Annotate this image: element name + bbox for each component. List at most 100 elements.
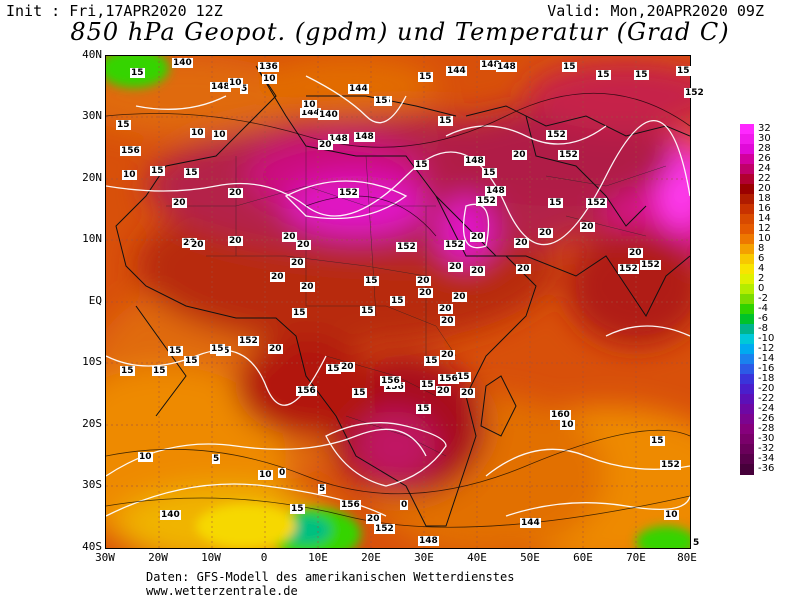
contour-label: 20 [300,282,315,292]
contour-label: 20 [628,248,643,258]
contour-label: 15 [292,308,307,318]
contour-label: 15 [150,166,165,176]
contour-label: 152 [374,524,395,534]
contour-label: 15 [364,276,379,286]
contour-label: 20 [268,344,283,354]
map-field-svg [106,56,690,548]
contour-label: 15 [420,380,435,390]
colorbar-label: 10 [758,233,771,244]
contour-label: 144 [300,108,321,118]
contour-label: 20 [438,304,453,314]
contour-label: 152 [684,88,705,98]
contour-label: 152 [444,240,465,250]
colorbar-label: -14 [758,353,775,364]
contour-label: 15 [596,70,611,80]
contour-label: 10 [212,130,227,140]
colorbar-label: -2 [758,293,768,304]
lon-tick-30w: 30W [95,551,115,564]
graticule [106,56,690,548]
colorbar-label: -12 [758,343,775,354]
contour-label: 20 [190,240,205,250]
colorbar-swatch [740,224,754,235]
colorbar-label: 26 [758,153,771,164]
contour-label: 20 [340,362,355,372]
contour-label: 10 [262,74,277,84]
contour-label: 10 [138,452,153,462]
lon-tick-30e: 30E [414,551,434,564]
contour-label: 20 [366,514,381,524]
colorbar-label: 12 [758,223,771,234]
colorbar-swatch [740,214,754,225]
colorbar-label: 28 [758,143,771,154]
colorbar-label: -20 [758,383,775,394]
colorbar-swatch [740,154,754,165]
contour-label: 156 [380,376,401,386]
contour-label: 20 [228,236,243,246]
contour-label: 15 [456,372,471,382]
contour-label: 148 [496,62,517,72]
colorbar-label: -18 [758,373,775,384]
contour-label: 160 [550,410,571,420]
contour-label: 15 [374,96,389,106]
footer-url[interactable]: www.wetterzentrale.de [146,584,298,598]
colorbar-swatch [740,134,754,145]
contour-label: 136 [258,62,279,72]
contour-label: 20 [470,232,485,242]
contour-label: 15 [360,306,375,316]
colorbar-label: 8 [758,243,765,254]
contour-label: 20 [516,264,531,274]
colorbar-swatch [740,384,754,395]
colorbar-label: -28 [758,423,775,434]
colorbar-label: 2 [758,273,765,284]
contour-label: 156 [438,374,459,384]
contour-label: 10 [664,510,679,520]
lon-tick-20w: 20W [148,551,168,564]
contour-label: 148 [464,156,485,166]
colorbar-swatch [740,294,754,305]
colorbar-swatch [740,444,754,455]
contour-label: 20 [270,272,285,282]
colorbar-label: 20 [758,183,771,194]
contour-label: 15 [634,70,649,80]
weather-map[interactable] [105,55,691,549]
contour-label: 152 [586,198,607,208]
lat-tick-30s: 30S [82,478,102,491]
colorbar-swatch [740,374,754,385]
init-time: Init : Fri,17APR2020 12Z [6,2,223,20]
contour-label: 20 [514,238,529,248]
contour-label: 15 [130,68,145,78]
contour-label: 148 [328,134,349,144]
contour-label: 20 [452,292,467,302]
temperature-colorbar [740,124,754,475]
colorbar-swatch [740,254,754,265]
contour-label: 140 [160,510,181,520]
lat-tick-20s: 20S [82,417,102,430]
colorbar-label: -16 [758,363,775,374]
colorbar-swatch [740,274,754,285]
colorbar-swatch [740,234,754,245]
contour-label: 15 [676,66,691,76]
lat-tick-10s: 10S [82,355,102,368]
contour-label: 20 [418,288,433,298]
contour-label: 144 [520,518,541,528]
contour-label: 20 [580,222,595,232]
contour-label: 15 [424,356,439,366]
contour-label: 148 [480,60,501,70]
contour-label: 15 [152,366,167,376]
lon-tick-40e: 40E [467,551,487,564]
contour-label: 20 [416,276,431,286]
colorbar-swatch [740,394,754,405]
contour-label: 152 [476,196,497,206]
contour-label: 148 [418,536,439,546]
lon-tick-70e: 70E [626,551,646,564]
temp-field-smooth [106,56,690,548]
colorbar-swatch [740,164,754,175]
colorbar-label: -22 [758,393,775,404]
colorbar-label: 18 [758,193,771,204]
contour-label: 156 [340,500,361,510]
colorbar-swatch [740,124,754,135]
colorbar-swatch [740,284,754,295]
contour-label: 15 [184,168,199,178]
contour-label: 15 [650,436,665,446]
contour-label: 144 [348,84,369,94]
